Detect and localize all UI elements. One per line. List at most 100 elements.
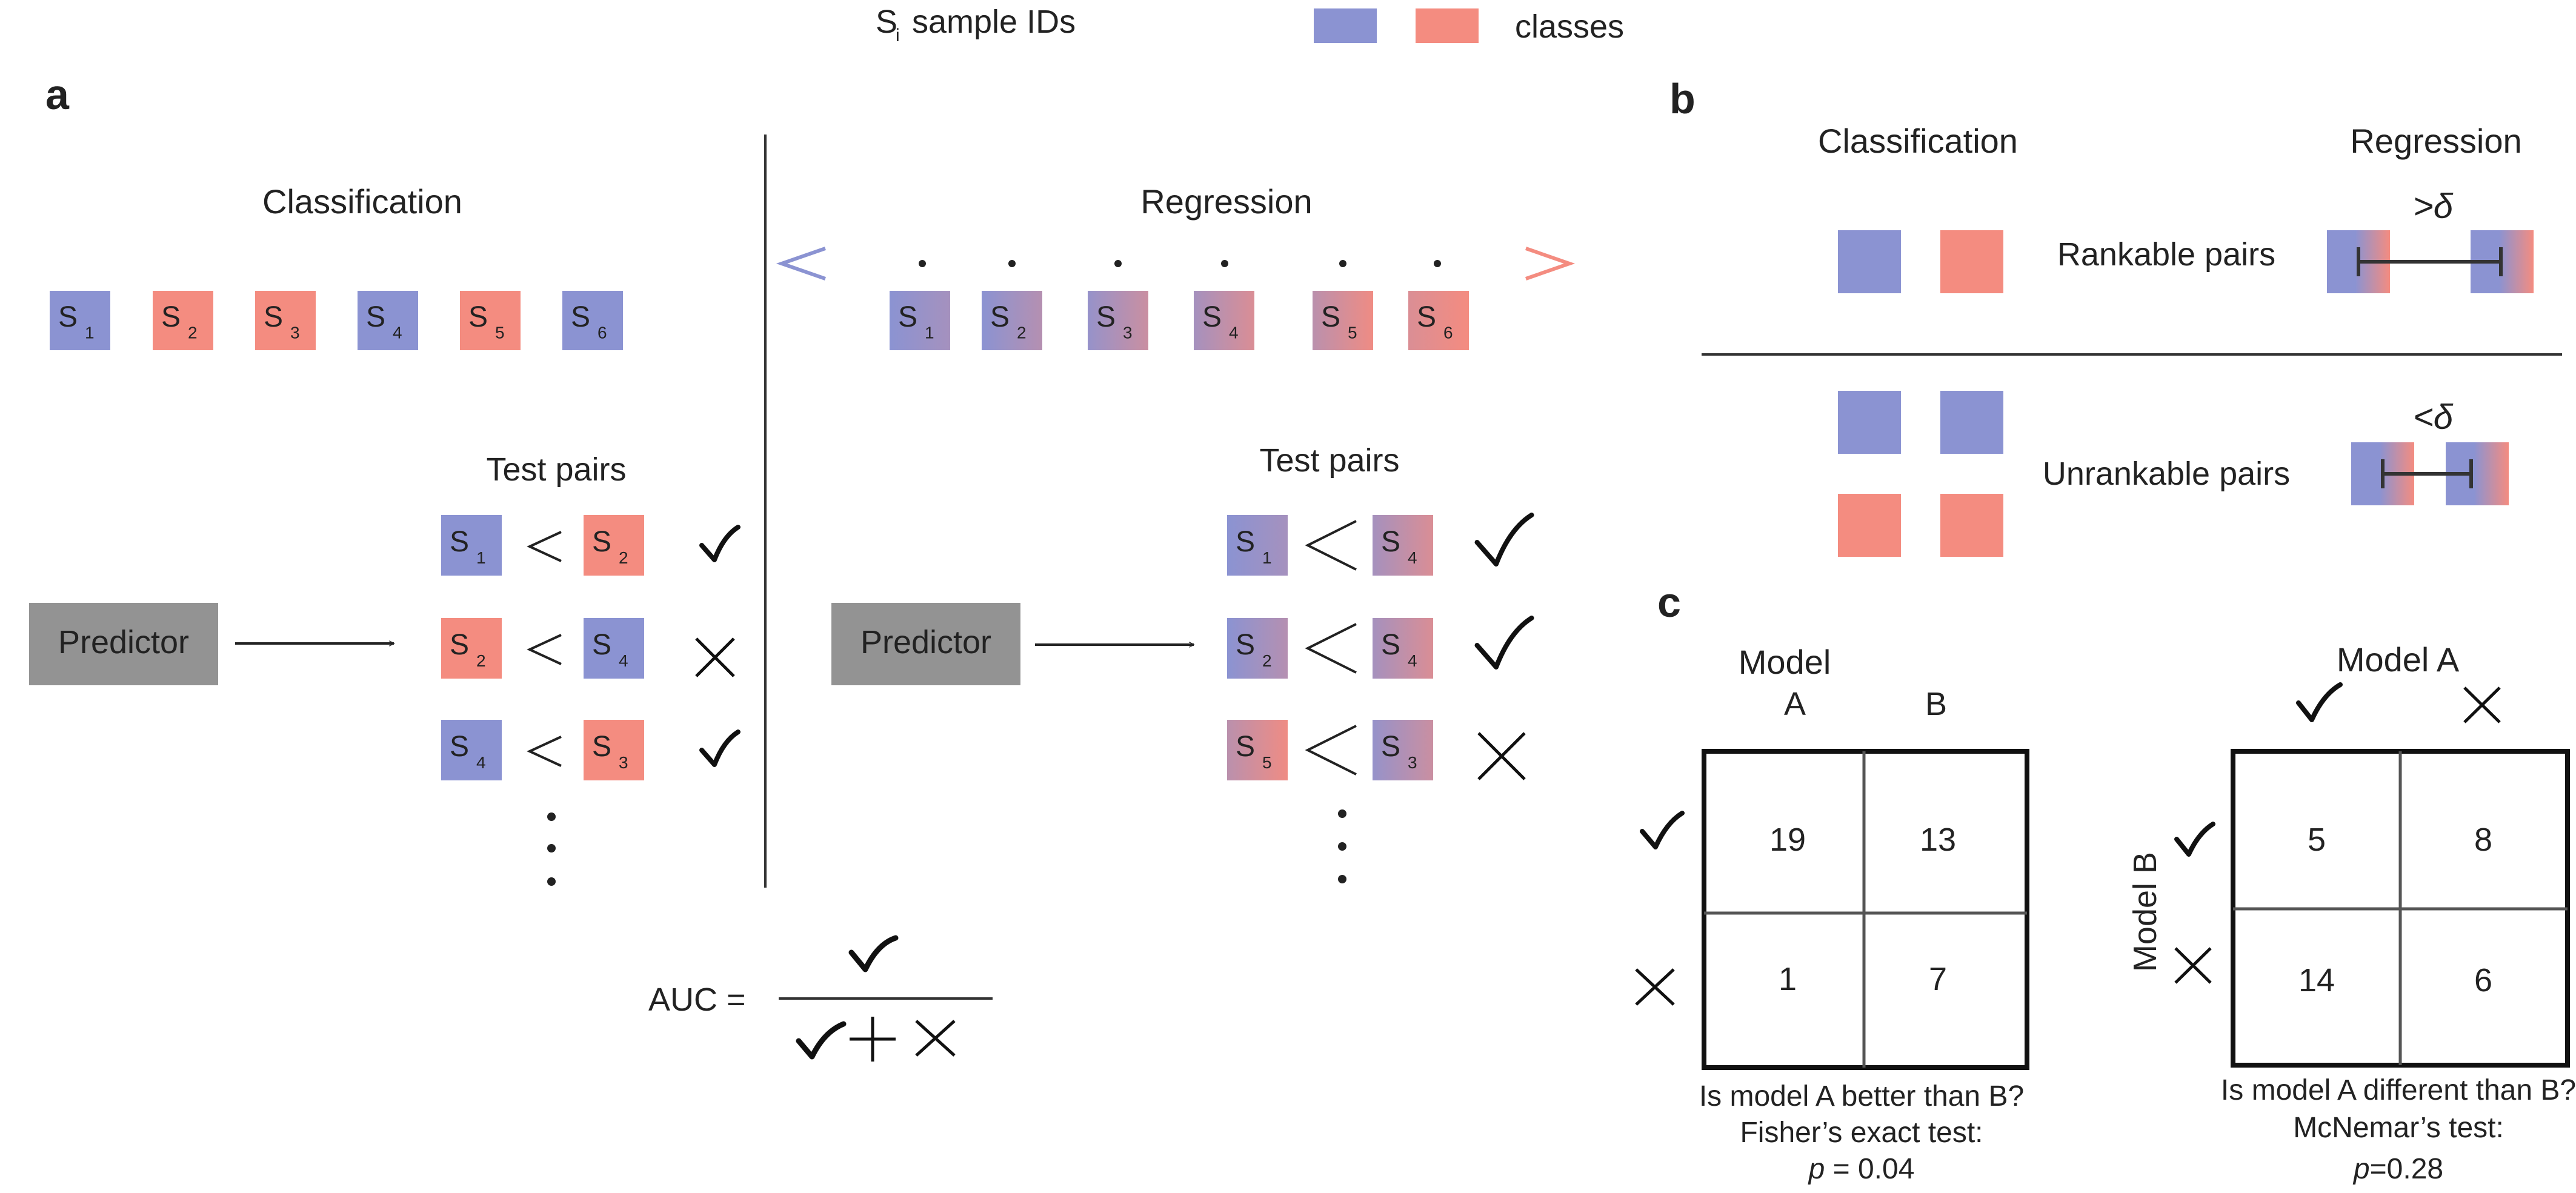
check-icon — [699, 729, 741, 767]
mcnemar-model-b-title: Model B — [2127, 852, 2163, 972]
greater-delta-label: >δ — [2413, 187, 2454, 226]
cross-stroke — [915, 1020, 956, 1057]
less-than-symbol — [1305, 725, 1357, 776]
cross-stroke — [2174, 947, 2212, 984]
ellipsis-dot — [547, 844, 556, 852]
classification-predictor: Predictor — [29, 603, 394, 685]
sample-subscript: 5 — [1348, 323, 1357, 342]
fisher-p-label: p — [1808, 1153, 1825, 1185]
sample-square — [584, 720, 644, 780]
cross-stroke — [1477, 732, 1526, 780]
sample-label: S — [161, 301, 181, 333]
sample-label: S — [450, 731, 469, 763]
cross-stroke — [1635, 968, 1675, 1006]
sample-label: S — [366, 301, 385, 333]
sample-label: S — [1381, 731, 1400, 763]
auc-label: AUC = — [648, 982, 746, 1018]
sample-square — [50, 291, 110, 350]
sample-subscript: 3 — [619, 753, 628, 772]
sample-square — [1313, 291, 1373, 350]
sample-label: S — [468, 301, 488, 333]
legend: S i sample IDs classes — [876, 4, 1624, 45]
sample-square — [1227, 515, 1288, 576]
auc-cross-icon — [915, 1020, 956, 1057]
regression-predictor-label: Predictor — [860, 624, 991, 660]
panel-c: c Model A B 19 13 1 7 Is model A better … — [1635, 579, 2576, 1185]
cross-stroke — [2463, 686, 2501, 723]
check-icon — [1474, 616, 1534, 670]
sample-subscript: 6 — [597, 323, 607, 342]
axis-dot — [1221, 260, 1228, 267]
classification-ellipsis — [547, 813, 556, 886]
regression-ellipsis — [1338, 809, 1346, 883]
sample-subscript: 1 — [1262, 548, 1272, 567]
sample-square — [1194, 291, 1254, 350]
fisher-p-value: = 0.04 — [1825, 1153, 1914, 1185]
fisher-question: Is model A better than B? — [1699, 1080, 2024, 1112]
legend-blue-swatch — [1314, 8, 1377, 43]
classification-test-pairs-title: Test pairs — [486, 451, 626, 488]
less-than-symbol — [1305, 520, 1357, 571]
sample-label: S — [1381, 526, 1400, 558]
ellipsis-dot — [1338, 809, 1346, 818]
mcnemar-table: Model A Model B 5 8 14 6 Is model A diff… — [2127, 640, 2576, 1185]
cross-stroke — [695, 637, 735, 677]
panel-b-regression-title: Regression — [2350, 122, 2521, 160]
legend-classes-label: classes — [1515, 8, 1624, 45]
rankable-pairs-label: Rankable pairs — [2057, 236, 2275, 273]
sample-subscript: 2 — [1262, 651, 1272, 670]
sample-label: S — [1236, 731, 1255, 763]
sample-label: S — [1096, 301, 1116, 333]
mcnemar-row-check-icon — [2174, 822, 2215, 857]
less-than-symbol — [1305, 623, 1357, 674]
regression-axis-right-arrowhead — [1525, 247, 1576, 281]
regression-test-pairs: S 1 S 4S 2 S 4S 5 S 3 — [1227, 513, 1534, 780]
less-than-symbol — [527, 531, 562, 562]
classification-title: Classification — [262, 182, 462, 221]
sample-square — [1373, 618, 1433, 679]
sample-label: S — [264, 301, 283, 333]
sample-square — [1227, 618, 1288, 679]
axis-dot — [1339, 260, 1346, 267]
ellipsis-dot — [1338, 842, 1346, 851]
mcnemar-p-value-line: p=0.28 — [2352, 1153, 2443, 1185]
sample-square — [1408, 291, 1469, 350]
sample-square — [441, 515, 502, 576]
sample-subscript: 2 — [619, 548, 628, 567]
regression-test-pairs-title: Test pairs — [1259, 442, 1399, 479]
mcnemar-row-cross-icon — [2174, 947, 2212, 984]
sample-square — [982, 291, 1042, 350]
sample-subscript: 1 — [476, 548, 486, 567]
sample-subscript: 2 — [1017, 323, 1027, 342]
rankable-distance-bar — [2357, 247, 2503, 276]
fisher-cell: 7 — [1929, 961, 1947, 997]
sample-square — [1373, 720, 1433, 780]
mcnemar-question: Is model A different than B? — [2221, 1074, 2576, 1106]
legend-sample-subscript: i — [896, 25, 900, 45]
sample-subscript: 3 — [290, 323, 300, 342]
sample-label: S — [450, 526, 469, 558]
regression-axis — [776, 247, 1576, 281]
less-than-symbol — [527, 634, 562, 665]
sample-square — [562, 291, 623, 350]
sample-subscript: 3 — [1408, 753, 1417, 772]
sample-square — [153, 291, 213, 350]
mcnemar-cell: 8 — [2474, 822, 2492, 858]
